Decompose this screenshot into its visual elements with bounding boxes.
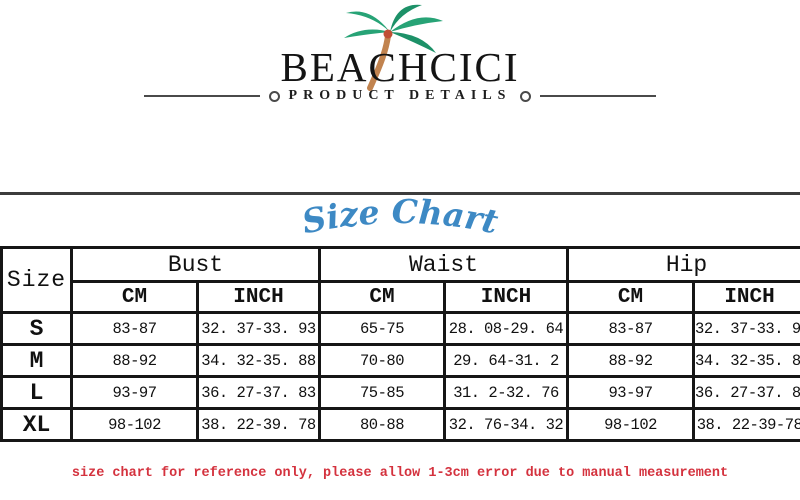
cell-bust-cm: 88-92 [70, 343, 199, 378]
col-header-hip: Hip [566, 246, 800, 283]
unit-header-hip-cm: CM [566, 280, 696, 314]
cell-hip-inch: 32. 37-33. 93 [692, 311, 800, 346]
cell-hip-cm: 93-97 [566, 375, 696, 410]
cell-hip-cm: 83-87 [566, 311, 696, 346]
table-row-l: L 93-97 36. 27-37. 83 75-85 31. 2-32. 76… [0, 375, 800, 410]
cell-waist-cm: 65-75 [318, 311, 446, 346]
table-unit-header-row: CM INCH CM INCH CM INCH [2, 280, 800, 314]
cell-bust-cm: 83-87 [70, 311, 199, 346]
unit-header-waist-cm: CM [318, 280, 446, 314]
brand-name: BEACHCICI [280, 44, 520, 90]
size-chart-table: Size Bust Waist Hip CM INCH CM INCH CM I… [0, 246, 800, 442]
table-row-s: S 83-87 32. 37-33. 93 65-75 28. 08-29. 6… [0, 311, 800, 346]
unit-header-bust-inch: INCH [196, 280, 321, 314]
unit-header-bust-cm: CM [70, 280, 199, 314]
section-title-text: Size Chart [299, 194, 502, 241]
svg-text:Size Chart: Size Chart [299, 194, 502, 241]
cell-bust-cm: 98-102 [70, 407, 199, 442]
cell-bust-inch: 32. 37-33. 93 [196, 311, 321, 346]
cell-waist-inch: 31. 2-32. 76 [442, 375, 570, 410]
tagline-circle-right-icon [520, 90, 532, 102]
table-row-xl: XL 98-102 38. 22-39. 78 80-88 32. 76-34.… [0, 407, 800, 442]
cell-waist-cm: 70-80 [318, 343, 446, 378]
cell-hip-cm: 98-102 [566, 407, 696, 442]
col-header-waist: Waist [317, 246, 570, 283]
cell-waist-inch: 29. 64-31. 2 [442, 343, 570, 378]
table-group-header-row: Size Bust Waist Hip [0, 246, 800, 314]
cell-hip-inch: 36. 27-37. 83 [692, 375, 800, 410]
cell-hip-inch: 34. 32-35. 88 [692, 343, 800, 378]
section-divider [0, 192, 800, 195]
cell-hip-cm: 88-92 [566, 343, 696, 378]
cell-waist-inch: 32. 76-34. 32 [442, 407, 570, 442]
table-row-m: M 88-92 34. 32-35. 88 70-80 29. 64-31. 2… [0, 343, 800, 378]
brand-tagline: PRODUCT DETAILS [288, 88, 512, 103]
cell-waist-inch: 28. 08-29. 64 [442, 311, 570, 346]
col-header-size: Size [0, 246, 73, 314]
row-label-size: XL [0, 407, 73, 442]
section-title: Size Chart [299, 194, 502, 241]
cell-waist-cm: 80-88 [318, 407, 446, 442]
tagline-rule-left [143, 95, 260, 97]
cell-bust-cm: 93-97 [70, 375, 199, 410]
cell-waist-cm: 75-85 [318, 375, 446, 410]
cell-hip-inch: 38. 22-39-78 [692, 407, 800, 442]
tagline-circle-left-icon [268, 90, 280, 102]
cell-bust-inch: 38. 22-39. 78 [196, 407, 321, 442]
unit-header-hip-inch: INCH [692, 280, 800, 314]
brand-tagline-row: PRODUCT DETAILS [0, 88, 800, 104]
row-label-size: L [0, 375, 73, 410]
cell-bust-inch: 34. 32-35. 88 [196, 343, 321, 378]
palm-tree-icon [344, 4, 443, 91]
tagline-rule-right [540, 95, 657, 97]
cell-bust-inch: 36. 27-37. 83 [196, 375, 321, 410]
unit-header-waist-inch: INCH [442, 280, 570, 314]
col-header-bust: Bust [70, 246, 321, 283]
measurement-disclaimer: size chart for reference only, please al… [71, 466, 729, 481]
row-label-size: S [0, 311, 73, 346]
row-label-size: M [0, 343, 73, 378]
